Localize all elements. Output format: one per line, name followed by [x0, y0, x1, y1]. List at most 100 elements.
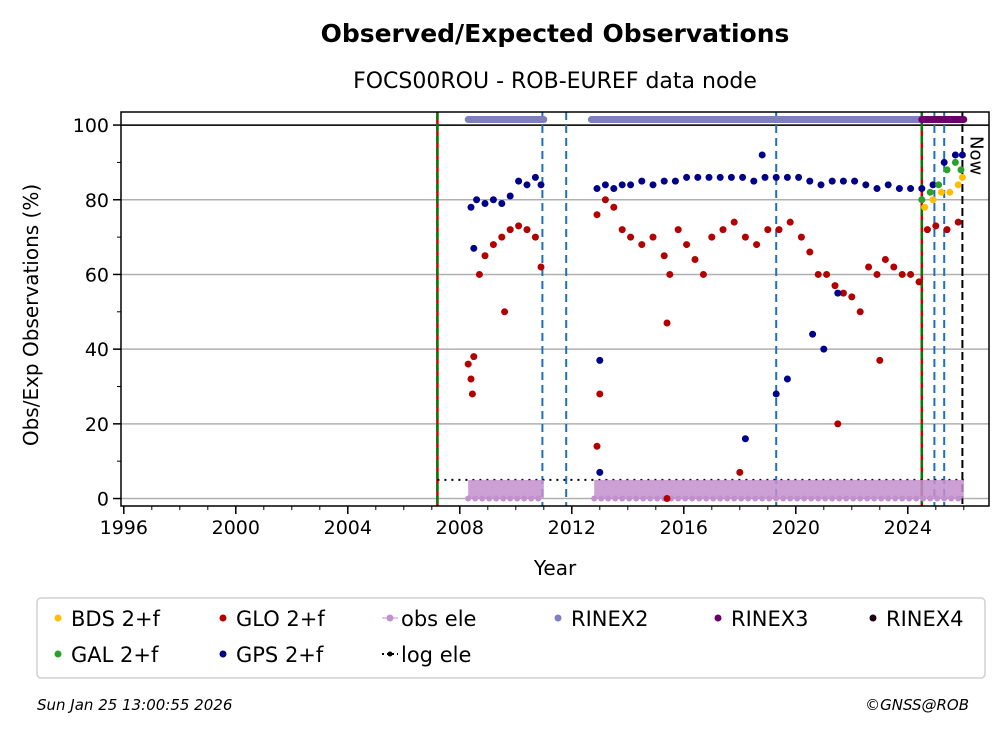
- data-point-gps: [649, 181, 657, 189]
- data-point-gps: [783, 375, 791, 383]
- obs-ele-point: [507, 495, 514, 502]
- data-point-glo: [865, 263, 873, 271]
- obs-ele-point: [948, 495, 955, 502]
- data-point-gps: [638, 177, 646, 185]
- data-point-glo: [467, 375, 475, 383]
- x-tick-label: 2012: [548, 517, 596, 539]
- y-tick-label: 40: [85, 339, 109, 361]
- data-point-gps: [834, 289, 842, 297]
- data-point-gps: [660, 177, 668, 185]
- obs-ele-point: [885, 495, 892, 502]
- legend-label: obs ele: [401, 607, 476, 631]
- data-point-glo: [523, 226, 531, 234]
- data-point-glo: [923, 226, 931, 234]
- data-point-glo: [876, 356, 884, 364]
- obs-ele-point: [465, 495, 472, 502]
- obs-ele-point: [724, 495, 731, 502]
- data-point-gps: [610, 185, 618, 193]
- obs-ele-point: [654, 495, 661, 502]
- obs-ele-point: [675, 495, 682, 502]
- data-point-gps: [671, 177, 679, 185]
- data-point-glo: [481, 252, 489, 260]
- data-point-gps: [772, 390, 780, 398]
- data-point-gps: [895, 185, 903, 193]
- x-tick-label: 2016: [660, 517, 708, 539]
- data-point-glo: [736, 468, 744, 476]
- data-point-glo: [660, 252, 668, 260]
- legend-marker: [54, 650, 62, 658]
- data-point-gps: [828, 177, 836, 185]
- data-point-gps: [739, 173, 747, 181]
- data-point-gps: [489, 196, 497, 204]
- data-point-gps: [618, 181, 626, 189]
- obs-ele-point: [682, 495, 689, 502]
- legend-label: RINEX3: [731, 607, 809, 631]
- data-point-glo: [638, 241, 646, 249]
- obs-ele-point: [857, 495, 864, 502]
- data-point-gal: [957, 166, 965, 174]
- data-point-glo: [596, 390, 604, 398]
- obs-ele-point: [647, 495, 654, 502]
- data-point-gps: [515, 177, 523, 185]
- obs-ele-point: [598, 495, 605, 502]
- data-point-gps: [596, 468, 604, 476]
- data-point-glo: [848, 293, 856, 301]
- data-point-glo: [915, 278, 923, 286]
- data-point-bds: [946, 188, 954, 196]
- data-point-gps: [851, 177, 859, 185]
- data-point-gps: [940, 158, 948, 166]
- x-tick-label: 2024: [884, 517, 932, 539]
- obs-ele-point: [920, 495, 927, 502]
- legend: BDS 2+f GLO 2+f obs ele RINEX2 RINEX3 RINEX4 G…: [36, 597, 986, 679]
- legend-label: GLO 2+f: [236, 607, 325, 631]
- footer-credit: ©GNSS@ROB: [865, 696, 969, 714]
- obs-ele-point: [892, 495, 899, 502]
- obs-ele-point: [934, 495, 941, 502]
- data-point-glo: [764, 226, 772, 234]
- data-point-glo: [753, 241, 761, 249]
- data-point-gps: [862, 181, 870, 189]
- data-point-gps: [817, 181, 825, 189]
- obs-ele-point: [913, 495, 920, 502]
- data-point-gps: [873, 185, 881, 193]
- footer-timestamp: Sun Jan 25 13:00:55 2026: [37, 696, 232, 714]
- legend-marker: [554, 614, 562, 622]
- obs-ele-point: [794, 495, 801, 502]
- data-point-gps: [839, 177, 847, 185]
- y-tick-label: 100: [73, 115, 109, 137]
- data-point-bds: [937, 188, 945, 196]
- data-point-glo: [814, 270, 822, 278]
- data-point-glo: [683, 241, 691, 249]
- data-point-glo: [823, 270, 831, 278]
- legend-marker: [386, 614, 394, 622]
- data-point-glo: [601, 196, 609, 204]
- obs-ele-band: [594, 479, 964, 499]
- obs-ele-point: [633, 495, 640, 502]
- data-point-glo: [691, 256, 699, 264]
- data-point-glo: [501, 308, 509, 316]
- obs-ele-point: [955, 495, 962, 502]
- legend-label: RINEX2: [571, 607, 649, 631]
- obs-ele-point: [717, 495, 724, 502]
- data-point-gps: [694, 173, 702, 181]
- data-point-gps: [809, 330, 817, 338]
- data-point-glo: [786, 218, 794, 226]
- data-point-gps: [596, 356, 604, 364]
- data-point-glo: [797, 233, 805, 241]
- data-point-glo: [881, 256, 889, 264]
- x-axis-label: Year: [533, 556, 577, 580]
- data-point-glo: [890, 263, 898, 271]
- obs-ele-point: [591, 495, 598, 502]
- obs-ele-point: [535, 495, 542, 502]
- legend-label: log ele: [401, 643, 471, 667]
- data-point-glo: [806, 248, 814, 256]
- data-point-glo: [593, 442, 601, 450]
- obs-ele-point: [815, 495, 822, 502]
- data-point-glo: [531, 233, 539, 241]
- y-tick-label: 0: [97, 489, 109, 511]
- data-point-gal: [918, 196, 926, 204]
- x-tick-label: 2000: [212, 517, 260, 539]
- data-point-glo: [663, 319, 671, 327]
- data-point-gal: [951, 158, 959, 166]
- obs-ele-point: [773, 495, 780, 502]
